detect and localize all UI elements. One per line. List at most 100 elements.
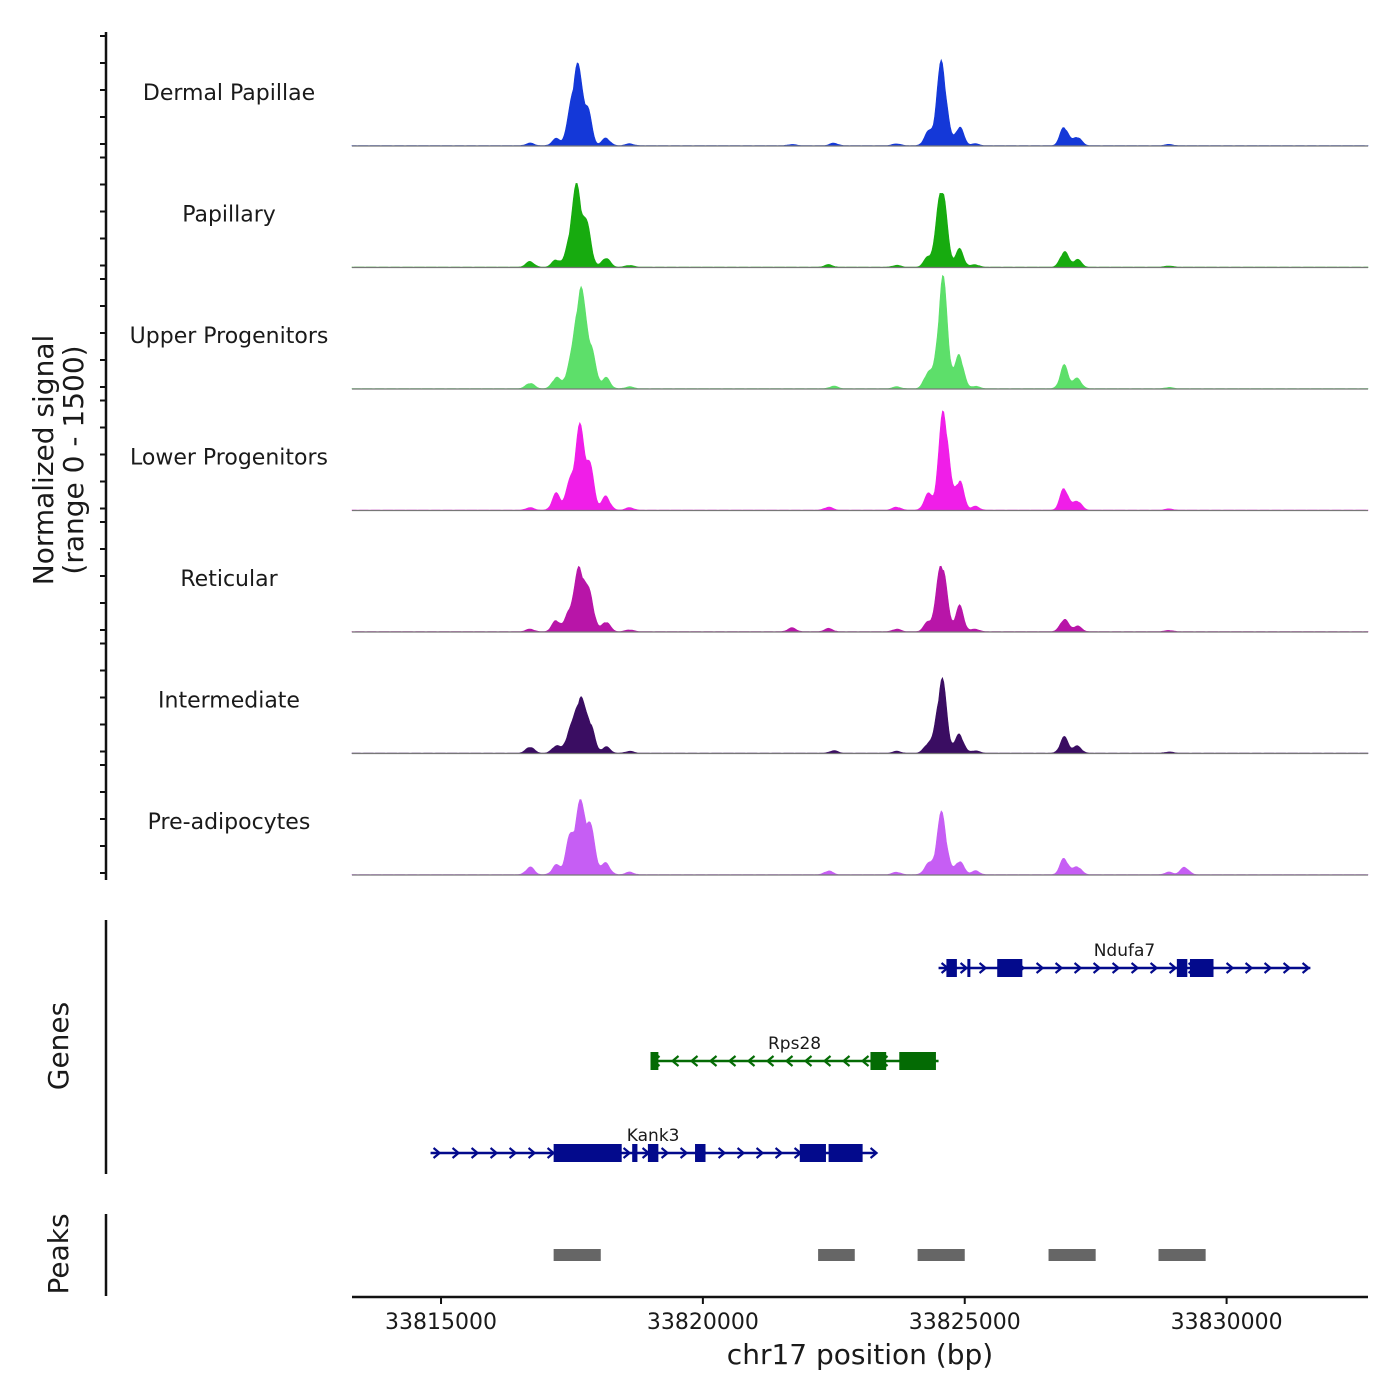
strand-chevron	[432, 1147, 442, 1159]
x-tick-label: 33830000	[1171, 1310, 1283, 1335]
strand-chevron	[860, 1055, 870, 1067]
signal-area	[351, 799, 1369, 876]
peak-region	[818, 1249, 855, 1261]
gene-ndufa7: Ndufa7	[938, 941, 1311, 977]
peak-region	[917, 1249, 965, 1261]
gene-name: Kank3	[627, 1126, 680, 1146]
strand-chevron	[1073, 962, 1083, 974]
x-axis-label: chr17 position (bp)	[727, 1338, 993, 1371]
strand-chevron	[622, 1147, 632, 1159]
strand-chevron	[660, 1147, 670, 1159]
exon	[553, 1144, 622, 1162]
exon	[997, 959, 1023, 977]
peak-region	[553, 1249, 601, 1261]
track-label: Papillary	[182, 203, 276, 228]
strand-chevron	[527, 1147, 537, 1159]
signal-area	[351, 410, 1369, 511]
strand-chevron	[765, 1055, 775, 1067]
track-pre-adipocytes: Pre-adipocytes	[148, 799, 1369, 876]
strand-chevron	[1225, 962, 1235, 974]
y-axis-label-line2: (range 0 - 1500)	[57, 345, 90, 574]
strand-chevron	[784, 1055, 794, 1067]
track-intermediate: Intermediate	[158, 676, 1369, 755]
track-lower-progenitors: Lower Progenitors	[130, 410, 1369, 512]
strand-chevron	[1111, 962, 1121, 974]
x-tick-label: 33820000	[647, 1310, 759, 1335]
strand-chevron	[755, 1147, 765, 1159]
exon	[1189, 959, 1214, 977]
signal-axis-ticks	[100, 35, 106, 874]
genes-panel: Ndufa7 Rps28 Kank3	[430, 941, 1311, 1162]
track-label: Upper Progenitors	[130, 324, 329, 349]
strand-chevron	[679, 1147, 689, 1159]
exon	[870, 1052, 887, 1070]
track-label: Dermal Papillae	[143, 81, 315, 106]
strand-chevron	[1130, 962, 1140, 974]
gene-kank3: Kank3	[430, 1126, 879, 1162]
x-tick-label: 33815000	[385, 1310, 497, 1335]
x-axis-ticks: 33815000 33820000 33825000 33830000	[385, 1297, 1283, 1335]
strand-chevron	[822, 1055, 832, 1067]
y-axis-label-line1: Normalized signal	[27, 335, 60, 586]
peak-region	[1048, 1249, 1096, 1261]
exon	[799, 1144, 826, 1162]
strand-chevron	[1263, 962, 1273, 974]
strand-chevron	[1054, 962, 1064, 974]
exon	[695, 1144, 706, 1162]
strand-chevron	[1035, 962, 1045, 974]
strand-chevron	[746, 1055, 756, 1067]
track-reticular: Reticular	[180, 565, 1369, 633]
peaks-track-label: Peaks	[42, 1213, 75, 1294]
strand-chevron	[1301, 962, 1311, 974]
signal-area	[351, 565, 1369, 633]
strand-chevron	[1244, 962, 1254, 974]
signal-area	[351, 58, 1369, 147]
strand-chevron	[689, 1055, 699, 1067]
strand-chevron	[959, 962, 969, 974]
strand-chevron	[736, 1147, 746, 1159]
gene-name: Ndufa7	[1094, 941, 1156, 961]
strand-chevron	[708, 1055, 718, 1067]
strand-chevron	[717, 1147, 727, 1159]
strand-chevron	[1282, 962, 1292, 974]
exon	[899, 1052, 936, 1070]
strand-chevron	[1149, 962, 1159, 974]
signal-area	[351, 676, 1369, 754]
peaks-panel	[553, 1249, 1206, 1261]
track-label: Lower Progenitors	[130, 446, 328, 471]
strand-chevron	[1168, 962, 1178, 974]
track-papillary: Papillary	[182, 183, 1369, 269]
genes-track-label: Genes	[42, 1002, 75, 1090]
track-dermal-papillae: Dermal Papillae	[143, 58, 1369, 147]
track-label: Pre-adipocytes	[148, 810, 311, 835]
exon	[632, 1144, 638, 1162]
peak-region	[1158, 1249, 1206, 1261]
gene-name: Rps28	[768, 1034, 821, 1054]
strand-chevron	[727, 1055, 737, 1067]
strand-chevron	[470, 1147, 480, 1159]
exon	[946, 959, 957, 977]
strand-chevron	[869, 1147, 879, 1159]
strand-chevron	[774, 1147, 784, 1159]
strand-chevron	[489, 1147, 499, 1159]
signal-area	[351, 183, 1369, 268]
strand-chevron	[670, 1055, 680, 1067]
signal-tracks: Dermal Papillae Papillary Upper Progenitor…	[130, 58, 1369, 876]
strand-chevron	[803, 1055, 813, 1067]
strand-chevron	[546, 1147, 556, 1159]
exon	[967, 959, 971, 977]
exon	[1176, 959, 1188, 977]
track-label: Intermediate	[158, 689, 300, 714]
strand-chevron	[1092, 962, 1102, 974]
strand-chevron	[841, 1055, 851, 1067]
strand-chevron	[451, 1147, 461, 1159]
track-label: Reticular	[180, 567, 278, 592]
x-tick-label: 33825000	[909, 1310, 1021, 1335]
signal-area	[351, 274, 1369, 390]
exon	[647, 1144, 659, 1162]
gene-rps28: Rps28	[650, 1034, 939, 1070]
track-upper-progenitors: Upper Progenitors	[130, 274, 1369, 390]
exon	[650, 1052, 659, 1070]
exon	[828, 1144, 863, 1162]
